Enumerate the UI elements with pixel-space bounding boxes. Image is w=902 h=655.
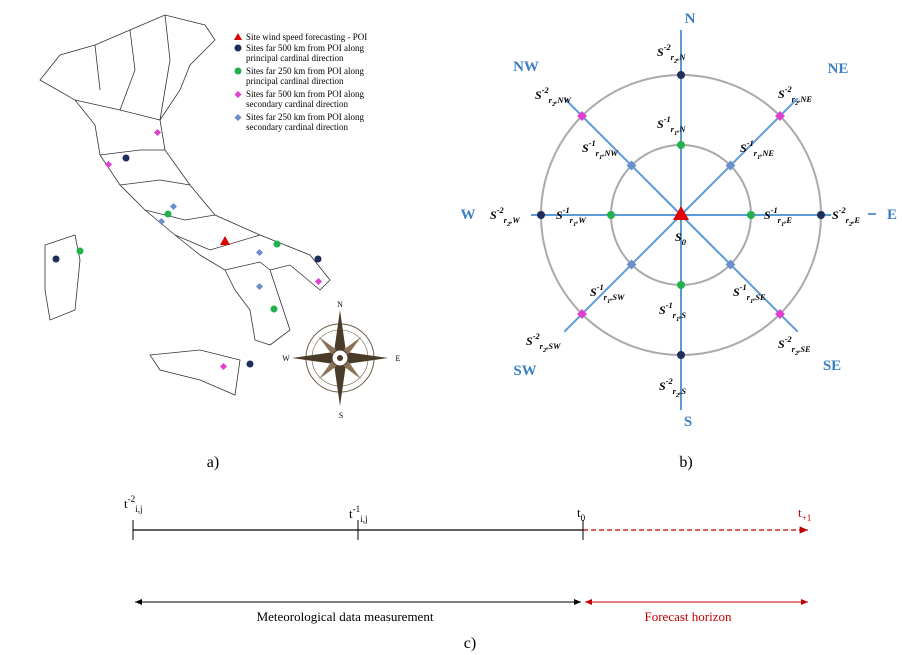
math-label: t-2i,j (124, 494, 143, 514)
label-part: ,SE (797, 345, 811, 354)
label-part: ,SE (752, 293, 766, 302)
label-part: -1 (563, 206, 570, 215)
figure-graphics: N E S W a) S-1r1,NS-2r2,NNS-1r1,NES-2r2,… (0, 0, 902, 655)
label-part: -2 (839, 206, 846, 215)
math-label: S-2r2,SE (778, 335, 811, 357)
site-marker (677, 71, 685, 79)
compass-letter: S (339, 411, 343, 420)
math-label: S-2r2,E (832, 206, 860, 228)
compass-letter: N (337, 300, 343, 309)
math-label: S0 (675, 230, 687, 247)
math-label: S-2r2,NW (535, 86, 571, 108)
direction-label: S (684, 414, 692, 430)
label-part: i,j (135, 504, 142, 514)
label-part: -1 (664, 115, 671, 124)
label-part: ,SW (609, 293, 625, 302)
label-part: ,S (678, 311, 686, 320)
label-part: -1 (597, 283, 604, 292)
direction-label: SW (513, 363, 536, 379)
compass-rose (292, 310, 388, 406)
label-part: ,NW (601, 149, 618, 158)
radial-diagram: S-1r1,NS-2r2,NNS-1r1,NES-2r2,NENES-1r1,E… (461, 11, 898, 430)
label-part: ,S (678, 387, 686, 396)
direction-label: W (461, 207, 476, 223)
label-part: -2 (664, 43, 671, 52)
math-label: S-1r1,W (556, 206, 586, 228)
site-marker (747, 211, 755, 219)
label-part: ,NW (554, 96, 571, 105)
label-part: -2 (542, 86, 549, 95)
label-part: -1 (666, 301, 673, 310)
legend-entry: Sites far 250 km from POI along principa… (246, 66, 386, 86)
math-label: S-1r1,NE (740, 139, 774, 161)
label-part: ,N (676, 53, 686, 62)
panel-label: c) (464, 635, 476, 652)
label-part: ,SW (545, 342, 561, 351)
site-marker (607, 211, 615, 219)
label-part: ,NE (759, 149, 774, 158)
timeline (133, 520, 808, 602)
label-part: -2 (666, 377, 673, 386)
label-part: ,N (676, 125, 686, 134)
site-marker (677, 351, 685, 359)
direction-label: NW (513, 59, 539, 75)
site-marker (677, 281, 685, 289)
span-label: Meteorological data measurement (257, 609, 434, 624)
label-part: ,E (783, 216, 792, 225)
map-markers (53, 129, 323, 370)
label-part: +1 (802, 513, 812, 523)
label-part: i,j (360, 514, 367, 524)
figure: N E S W a) S-1r1,NS-2r2,NNS-1r1,NES-2r2,… (0, 0, 902, 655)
label-part: -1 (771, 206, 778, 215)
math-label: t0 (577, 505, 586, 523)
math-label: t+1 (798, 505, 811, 523)
label-part: ,NE (797, 95, 812, 104)
math-label: S-2r2,NE (778, 85, 812, 107)
label-part: -1 (589, 139, 596, 148)
math-label: S-1r1,NW (582, 139, 618, 161)
legend-entry: Sites far 250 km from POI along secondar… (246, 112, 386, 132)
legend-markers (234, 33, 242, 121)
label-part: -1 (747, 139, 754, 148)
site-marker (537, 211, 545, 219)
panel-label: a) (207, 454, 219, 471)
label-part: -1 (740, 283, 747, 292)
site-marker (677, 141, 685, 149)
label-part: 0 (581, 513, 586, 523)
compass-letter: W (282, 354, 290, 363)
math-label: S-2r2,W (490, 206, 520, 228)
label-part: ,W (509, 216, 520, 225)
label-part: -1 (353, 504, 361, 514)
legend-entry: Sites far 500 km from POI along secondar… (246, 89, 386, 109)
math-label: S-1r1,SE (733, 283, 766, 305)
panel-label: b) (679, 454, 692, 471)
direction-label: SE (823, 358, 841, 374)
label-part: ,W (575, 216, 586, 225)
math-label: S-2r2,S (659, 377, 686, 399)
compass-letter: E (396, 354, 401, 363)
site-marker (817, 211, 825, 219)
math-label: S-1r1,E (764, 206, 792, 228)
direction-label: N (685, 11, 696, 27)
legend-entry: Sites far 500 km from POI along principa… (246, 43, 386, 63)
label-part: ,E (851, 216, 860, 225)
math-label: S-1r1,S (659, 301, 686, 323)
label-part: -2 (785, 335, 792, 344)
label-part: 0 (682, 238, 687, 247)
span-label: Forecast horizon (644, 609, 732, 624)
legend-entry: Site wind speed forecasting - POI (246, 32, 386, 42)
label-part: -2 (785, 85, 792, 94)
label-part: -2 (497, 206, 504, 215)
direction-label: E (887, 207, 897, 223)
label-part: -2 (533, 332, 540, 341)
label-part: -2 (128, 494, 136, 504)
math-label: S-2r2,SW (526, 332, 561, 354)
direction-label: NE (828, 61, 849, 77)
